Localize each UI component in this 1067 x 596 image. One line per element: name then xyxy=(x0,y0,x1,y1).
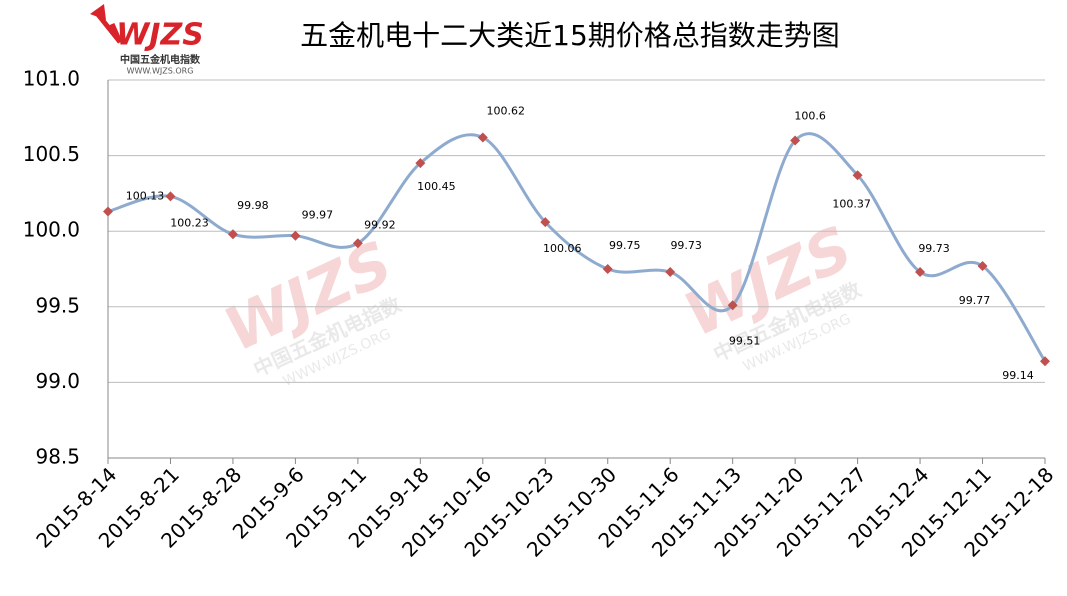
marker xyxy=(790,135,801,146)
data-label: 100.6 xyxy=(794,109,826,122)
watermark: WJZS 中国五金机电指数 WWW.WJZS.ORG xyxy=(674,213,865,375)
data-label: 100.62 xyxy=(487,104,526,117)
y-tick-label: 98.5 xyxy=(35,445,80,469)
y-tick-label: 99.5 xyxy=(35,293,80,317)
logo-arrowhead xyxy=(90,4,106,20)
logo-arrow xyxy=(94,10,123,44)
marker xyxy=(352,238,363,249)
marker xyxy=(477,132,488,143)
data-label: 100.06 xyxy=(543,242,582,255)
y-tick-label: 101.0 xyxy=(23,67,80,91)
logo-site: WWW.WJZS.ORG xyxy=(127,67,194,76)
marker xyxy=(415,158,426,169)
marker xyxy=(665,267,676,278)
marker xyxy=(915,267,926,278)
watermark: WJZS 中国五金机电指数 WWW.WJZS.ORG xyxy=(214,228,405,390)
marker xyxy=(227,229,238,240)
logo-name: 中国五金机电指数 xyxy=(120,53,201,66)
data-label: 99.98 xyxy=(237,199,269,212)
data-label: 100.45 xyxy=(417,180,456,193)
marker xyxy=(852,170,863,181)
marker xyxy=(1040,356,1050,367)
logo-mark: WJZS xyxy=(116,18,204,53)
data-label: 100.23 xyxy=(170,216,209,229)
marker xyxy=(103,206,113,217)
data-label: 100.13 xyxy=(126,190,165,203)
marker xyxy=(727,300,738,311)
y-tick-label: 100.5 xyxy=(23,142,80,166)
data-label: 99.92 xyxy=(364,218,396,231)
marker xyxy=(602,264,613,274)
chart-title: 五金机电十二大类近15期价格总指数走势图 xyxy=(300,19,840,52)
data-label: 100.37 xyxy=(832,197,871,210)
y-tick-label: 99.0 xyxy=(35,369,80,393)
data-label: 99.77 xyxy=(959,294,991,307)
marker xyxy=(977,260,988,271)
data-label: 99.75 xyxy=(609,239,641,252)
data-label: 99.73 xyxy=(670,239,702,252)
data-label: 99.14 xyxy=(1002,369,1034,382)
y-tick-label: 100.0 xyxy=(23,218,80,242)
marker xyxy=(540,217,551,228)
data-label: 99.73 xyxy=(918,242,950,255)
logo: WJZS 中国五金机电指数 WWW.WJZS.ORG xyxy=(90,4,204,76)
marker xyxy=(290,230,301,241)
data-label: 99.51 xyxy=(729,334,761,347)
data-label: 99.97 xyxy=(302,209,334,222)
marker xyxy=(165,191,176,202)
